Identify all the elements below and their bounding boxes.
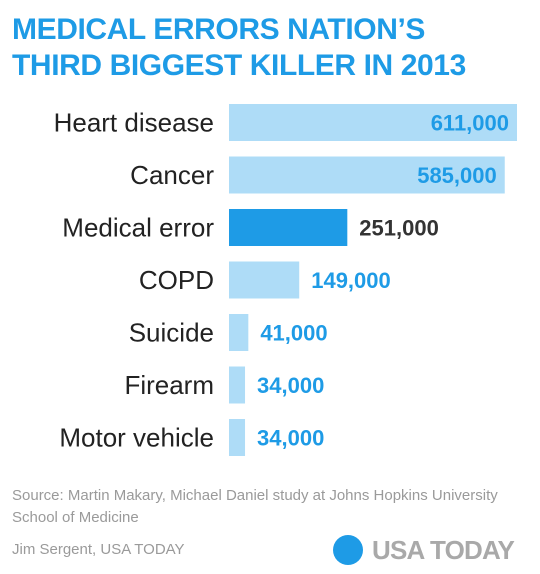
value-label-heart-disease: 611,000 (431, 111, 509, 136)
credit-line: Jim Sergent, USA TODAY (12, 541, 185, 558)
category-label-firearm: Firearm (124, 370, 214, 400)
bar-heart-disease (229, 104, 517, 141)
bar-chart: Heart disease 611,000 Cancer 585,000 Medical… (54, 104, 517, 456)
bar-copd (229, 261, 300, 299)
value-label-cancer: 585,000 (417, 163, 497, 188)
bar-motor-vehicle (229, 419, 246, 456)
logo-dot-icon (333, 535, 363, 565)
chart-title: MEDICAL ERRORS NATION’S THIRD BIGGEST KI… (12, 12, 466, 84)
source-note: Source: Martin Makary, Michael Daniel st… (12, 487, 498, 526)
value-label-suicide: 41,000 (260, 321, 327, 346)
bar-medical-error (229, 209, 348, 246)
value-label-motor-vehicle: 34,000 (257, 426, 324, 451)
title-line-1: MEDICAL ERRORS NATION’S (12, 13, 426, 46)
category-label-cancer: Cancer (130, 160, 214, 190)
title-line-2: THIRD BIGGEST KILLER IN 2013 (12, 49, 466, 82)
usa-today-logo: USA TODAY (333, 534, 515, 566)
category-label-motor-vehicle: Motor vehicle (59, 423, 214, 453)
value-label-copd: 149,000 (311, 268, 391, 293)
bar-suicide (229, 314, 249, 351)
category-label-copd: COPD (139, 265, 214, 295)
value-label-medical-error: 251,000 (359, 216, 439, 241)
category-label-medical-error: Medical error (62, 213, 214, 243)
bar-cancer (229, 156, 505, 194)
category-label-heart-disease: Heart disease (54, 108, 214, 138)
logo-text: USA TODAY (372, 534, 515, 565)
category-label-suicide: Suicide (129, 318, 214, 348)
bar-firearm (229, 366, 246, 404)
value-label-firearm: 34,000 (257, 373, 324, 398)
